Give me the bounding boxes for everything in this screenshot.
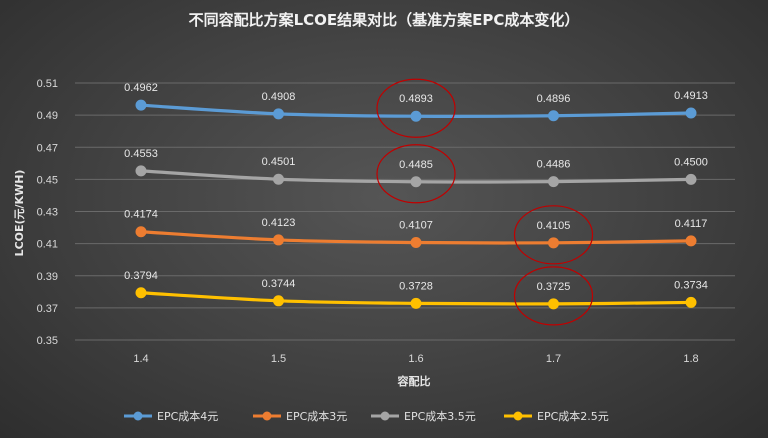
data-label: 0.4893 [399,93,433,105]
data-label: 0.4486 [537,159,571,171]
series-lines [135,99,697,310]
x-tick-label: 1.8 [683,353,698,365]
y-axis-ticks: 0.35 0.37 0.39 0.41 0.43 0.45 0.47 0.49 0.51 [37,78,58,347]
annotation-circle [513,266,594,326]
x-tick-label: 1.7 [546,353,561,365]
annotation-circle [376,144,456,204]
y-tick-label: 0.39 [37,271,58,283]
x-tick-label: 1.4 [133,353,148,365]
chart-title: 不同容配比方案LCOE结果对比（基准方案EPC成本变化） [189,11,580,29]
gridlines [75,82,735,341]
data-point [135,99,147,111]
data-label: 0.4553 [124,148,158,160]
data-point [410,110,422,122]
data-point [135,226,147,238]
data-point [135,287,147,299]
data-point [273,295,284,307]
data-point [685,173,697,185]
legend-marker [380,411,390,421]
data-label: 0.4485 [399,159,433,171]
data-point [273,234,284,246]
x-axis-ticks: 1.4 1.5 1.6 1.7 1.8 [133,353,698,365]
x-tick-label: 1.5 [271,353,286,365]
y-tick-label: 0.49 [37,110,58,122]
data-point [548,176,559,188]
data-label: 0.4962 [124,82,158,94]
data-point [410,297,422,309]
annotation-circle [376,78,456,138]
data-label: 0.4913 [674,90,708,102]
data-point [273,108,284,120]
data-point [685,296,697,308]
x-tick-label: 1.6 [408,353,423,365]
data-label: 0.4908 [262,91,296,103]
data-label: 0.4896 [537,93,571,105]
data-label: 0.3744 [262,278,296,290]
legend-marker [133,411,143,421]
legend-label: EPC成本4元 [157,409,218,423]
data-label: 0.4501 [262,156,296,168]
y-tick-label: 0.43 [37,207,58,219]
data-point [548,298,559,310]
data-label: 0.3794 [124,270,158,282]
data-point [273,173,284,185]
legend-label: EPC成本3.5元 [404,409,476,423]
data-point [410,176,422,188]
data-point [548,237,559,249]
data-label: 0.4105 [537,220,571,232]
legend: EPC成本4元 EPC成本3元 EPC成本3.5元 EPC成本2.5元 [124,409,609,423]
data-labels: 0.4962 0.4908 0.4893 0.4896 0.4913 0.4174 0.41… [124,82,708,293]
legend-label: EPC成本2.5元 [537,409,609,423]
data-label: 0.4500 [674,156,708,168]
data-point [685,235,697,247]
data-label: 0.3725 [537,281,571,293]
y-axis-title: LCOE(元/KWH) [13,170,26,257]
annotation-circles [376,78,594,326]
data-label: 0.4174 [124,209,158,221]
y-tick-label: 0.51 [37,78,58,90]
legend-label: EPC成本3元 [286,409,347,423]
y-tick-label: 0.47 [37,142,58,154]
y-tick-label: 0.37 [37,303,58,315]
data-point [685,107,697,119]
y-tick-label: 0.41 [37,239,58,251]
data-point [410,237,422,249]
legend-marker [513,411,523,421]
x-axis-title: 容配比 [397,374,431,388]
data-label: 0.4117 [675,218,708,230]
data-point [135,165,147,177]
y-tick-label: 0.35 [37,335,58,347]
y-tick-label: 0.45 [37,174,58,186]
data-label: 0.4123 [262,217,296,229]
data-label: 0.4107 [399,220,433,232]
data-label: 0.3728 [399,280,433,292]
data-point [548,110,559,122]
annotation-circle [513,205,594,265]
legend-marker [262,411,272,421]
data-label: 0.3734 [674,279,708,291]
